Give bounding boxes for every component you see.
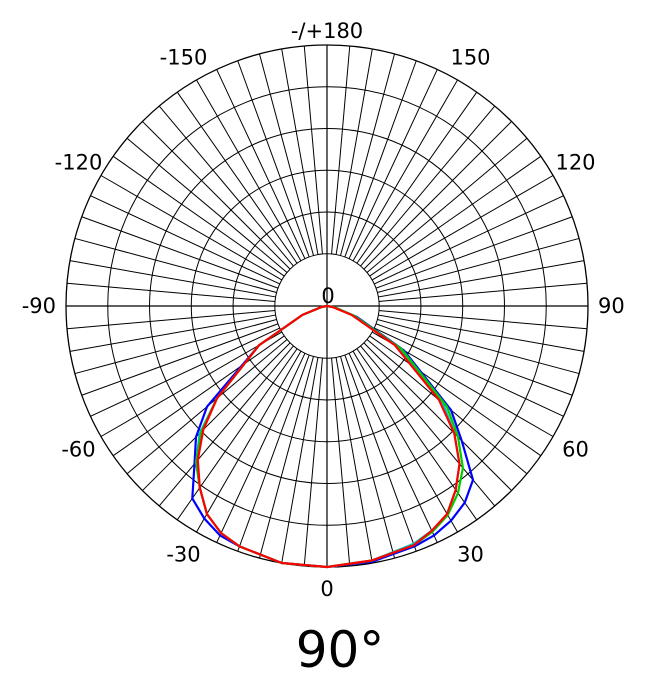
grid-spoke <box>303 45 323 255</box>
grid-spoke <box>90 327 280 417</box>
grid-spoke <box>331 45 351 255</box>
grid-spoke <box>176 91 298 264</box>
series-layer <box>191 304 475 569</box>
grid-spoke <box>81 216 279 289</box>
grid-spoke <box>356 348 478 521</box>
grid-spoke <box>90 195 280 285</box>
grid-spoke <box>378 314 585 352</box>
grid-spoke <box>303 357 323 567</box>
grid-spoke <box>216 353 306 543</box>
grid-spoke <box>112 335 285 457</box>
grid-spoke <box>196 79 302 262</box>
grid-spoke <box>378 310 588 330</box>
grid-spoke <box>377 237 580 293</box>
grid-spoke <box>258 356 314 559</box>
grid-spoke <box>81 323 279 396</box>
center-tick-label: 0 <box>321 284 334 308</box>
grid-spoke <box>74 319 277 375</box>
grid-spoke <box>348 69 438 259</box>
grid-spoke <box>344 354 417 552</box>
angle-tick-label: 150 <box>450 46 490 70</box>
angle-tick-label: -/+180 <box>291 19 363 43</box>
grid-spoke <box>281 48 319 255</box>
angle-tick-label: 120 <box>555 151 595 175</box>
grid-spoke <box>335 357 373 564</box>
grid-spoke <box>69 260 276 298</box>
grid-spoke <box>360 105 496 267</box>
grid-spoke <box>340 53 396 256</box>
grid-spoke <box>74 237 277 293</box>
grid-spoke <box>158 345 294 507</box>
grid-spoke <box>100 175 283 281</box>
angle-tick-label: 30 <box>457 543 484 567</box>
angle-tick-label: -30 <box>166 543 200 567</box>
grid-spoke <box>237 354 310 552</box>
angle-tick-label: -60 <box>61 438 95 462</box>
grid-spoke <box>258 53 314 256</box>
angle-tick-label: 0 <box>320 577 333 601</box>
grid-spoke <box>112 155 285 277</box>
grid-spoke <box>363 342 512 491</box>
grid-spoke <box>69 314 276 352</box>
grid-spoke <box>356 91 478 264</box>
grid-spoke <box>196 350 302 533</box>
grid-spoke <box>369 155 542 277</box>
grid-spoke <box>374 327 564 417</box>
angle-tick-label: 60 <box>562 438 589 462</box>
chart-title: 90° <box>296 621 385 679</box>
grid-layer <box>65 44 589 568</box>
grid-spoke <box>237 60 310 258</box>
grid-spoke <box>375 216 573 289</box>
grid-spoke <box>66 282 276 302</box>
angle-tick-label: -90 <box>22 294 56 318</box>
grid-spoke <box>176 348 298 521</box>
angle-tick-label: -120 <box>55 151 103 175</box>
angle-tick-label: -150 <box>160 46 208 70</box>
grid-spoke <box>371 175 554 281</box>
series-curve-4 <box>196 304 461 569</box>
grid-spoke <box>369 335 542 457</box>
tick-label-layer: -/+180 -150 150 -120 120 -90 90 -60 60 -30 30 0 <box>22 19 625 601</box>
grid-spoke <box>378 260 585 298</box>
grid-spoke <box>344 60 417 258</box>
grid-spoke <box>142 121 291 270</box>
angle-tick-label: 90 <box>598 294 625 318</box>
grid-spoke <box>348 353 438 543</box>
grid-spoke <box>352 350 458 533</box>
grid-spoke <box>66 310 276 330</box>
grid-spoke <box>281 357 319 564</box>
grid-spoke <box>158 105 294 267</box>
grid-spoke <box>363 121 512 270</box>
grid-spoke <box>331 357 351 567</box>
grid-spoke <box>377 319 580 375</box>
grid-spoke <box>142 342 291 491</box>
grid-spoke <box>374 195 564 285</box>
grid-spoke <box>340 356 396 559</box>
grid-spoke <box>366 137 528 273</box>
grid-spoke <box>352 79 458 262</box>
grid-spoke <box>360 345 496 507</box>
grid-spoke <box>378 282 588 302</box>
grid-spoke <box>375 323 573 396</box>
grid-spoke <box>335 48 373 255</box>
grid-spoke <box>100 331 283 437</box>
grid-spoke <box>216 69 306 259</box>
grid-spoke <box>126 137 288 273</box>
